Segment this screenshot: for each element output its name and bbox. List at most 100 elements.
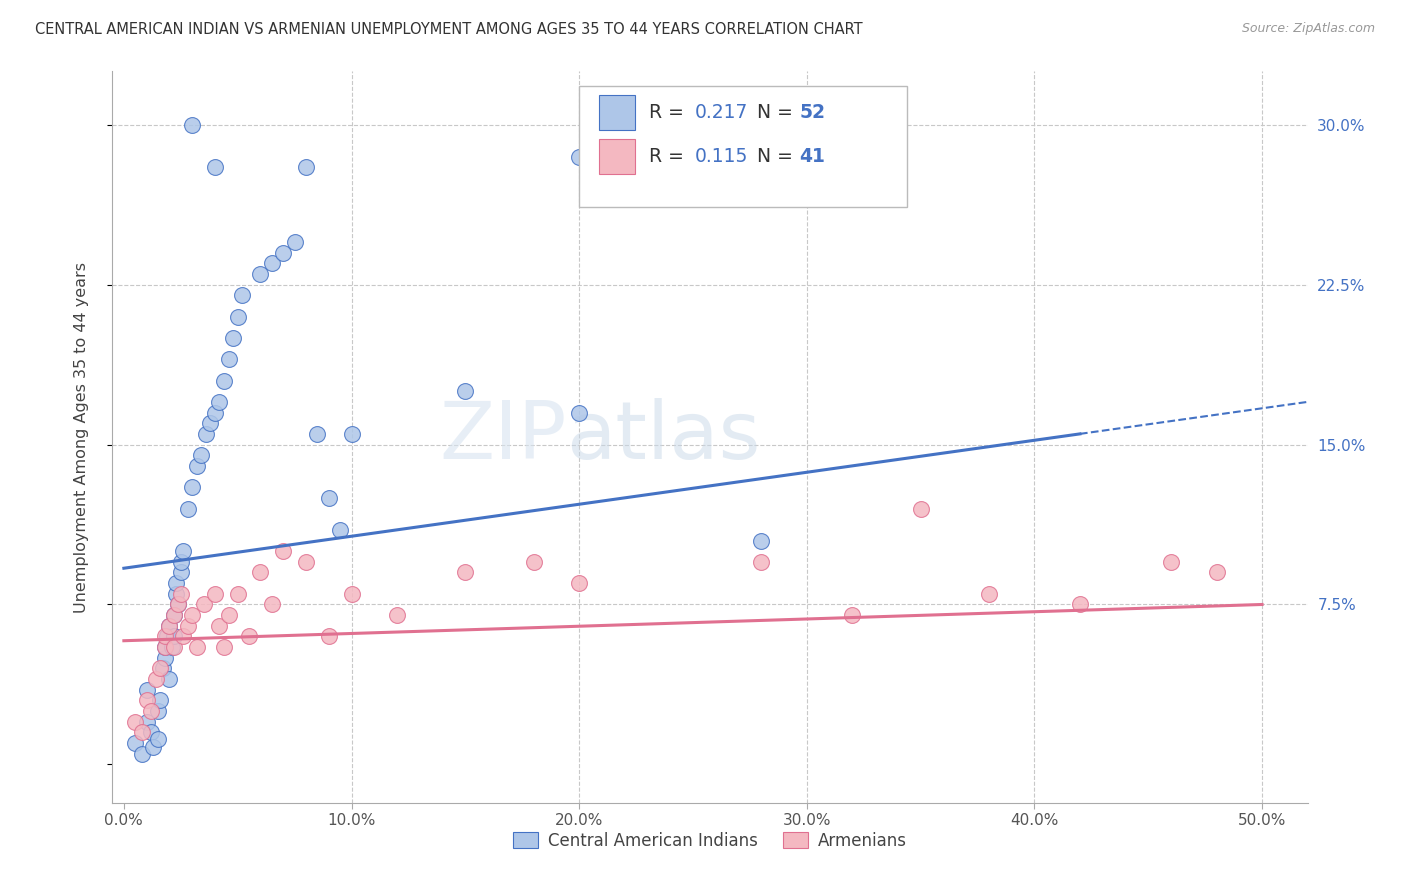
Point [910, 501, 932, 516]
Point [163, 608, 186, 623]
Point [193, 598, 215, 612]
Point [1205, 566, 1227, 580]
Point [170, 555, 193, 569]
Point [295, 161, 318, 175]
Point [170, 566, 193, 580]
Text: R =: R = [650, 103, 690, 122]
Point [165, 587, 187, 601]
Point [167, 598, 190, 612]
Point [204, 406, 226, 420]
Text: Source: ZipAtlas.com: Source: ZipAtlas.com [1241, 22, 1375, 36]
Point [977, 587, 1000, 601]
Point [172, 630, 194, 644]
FancyBboxPatch shape [599, 138, 634, 174]
Point [163, 608, 186, 623]
Point [318, 491, 340, 505]
Text: CENTRAL AMERICAN INDIAN VS ARMENIAN UNEMPLOYMENT AMONG AGES 35 TO 44 YEARS CORRE: CENTRAL AMERICAN INDIAN VS ARMENIAN UNEM… [35, 22, 863, 37]
Point [454, 566, 477, 580]
Point [165, 576, 187, 591]
Point [212, 374, 235, 388]
Point [149, 661, 172, 675]
Point [135, 693, 157, 707]
Point [176, 619, 198, 633]
Point [749, 555, 772, 569]
Point [156, 630, 179, 644]
Point [204, 161, 226, 175]
Point [167, 598, 190, 612]
Point [200, 416, 222, 430]
Point [157, 619, 180, 633]
Point [170, 587, 193, 601]
Text: 0.217: 0.217 [695, 103, 748, 122]
Point [149, 693, 172, 707]
Text: R =: R = [650, 146, 690, 166]
Point [181, 118, 204, 132]
Point [157, 619, 180, 633]
Point [131, 747, 153, 761]
Point [238, 630, 260, 644]
Point [124, 736, 146, 750]
Point [340, 587, 363, 601]
Point [1160, 555, 1182, 569]
FancyBboxPatch shape [579, 86, 907, 207]
Legend: Central American Indians, Armenians: Central American Indians, Armenians [506, 825, 914, 856]
Point [271, 245, 294, 260]
Point [186, 458, 208, 473]
Point [222, 331, 245, 345]
Point [226, 587, 249, 601]
Point [295, 555, 318, 569]
Point [568, 406, 591, 420]
Point [218, 608, 240, 623]
Text: 41: 41 [800, 146, 825, 166]
Point [568, 150, 591, 164]
Point [186, 640, 208, 654]
Point [163, 640, 186, 654]
Point [141, 704, 163, 718]
Point [271, 544, 294, 558]
Point [153, 630, 176, 644]
Point [153, 640, 176, 654]
Point [131, 725, 153, 739]
Point [218, 352, 240, 367]
Point [523, 555, 546, 569]
Point [231, 288, 253, 302]
Point [124, 714, 146, 729]
Point [146, 704, 169, 718]
Y-axis label: Unemployment Among Ages 35 to 44 years: Unemployment Among Ages 35 to 44 years [75, 261, 89, 613]
Point [160, 640, 183, 654]
Point [749, 533, 772, 548]
Point [135, 682, 157, 697]
Point [260, 598, 283, 612]
FancyBboxPatch shape [599, 95, 634, 130]
Point [204, 587, 226, 601]
Point [568, 576, 591, 591]
Point [249, 267, 271, 281]
Point [181, 480, 204, 494]
Text: 52: 52 [800, 103, 825, 122]
Point [340, 426, 363, 441]
Point [260, 256, 283, 270]
Text: ZIP: ZIP [439, 398, 567, 476]
Point [190, 448, 212, 462]
Point [318, 630, 340, 644]
Point [181, 608, 204, 623]
Point [145, 672, 167, 686]
Point [329, 523, 352, 537]
Text: 0.115: 0.115 [695, 146, 748, 166]
Point [208, 619, 231, 633]
Point [284, 235, 307, 249]
Point [307, 426, 329, 441]
Point [141, 725, 163, 739]
Point [163, 630, 186, 644]
Point [146, 731, 169, 746]
Point [172, 544, 194, 558]
Point [176, 501, 198, 516]
Point [194, 426, 217, 441]
Text: N =: N = [756, 103, 799, 122]
Point [841, 608, 863, 623]
Point [226, 310, 249, 324]
Point [1069, 598, 1091, 612]
Point [135, 714, 157, 729]
Point [249, 566, 271, 580]
Point [157, 672, 180, 686]
